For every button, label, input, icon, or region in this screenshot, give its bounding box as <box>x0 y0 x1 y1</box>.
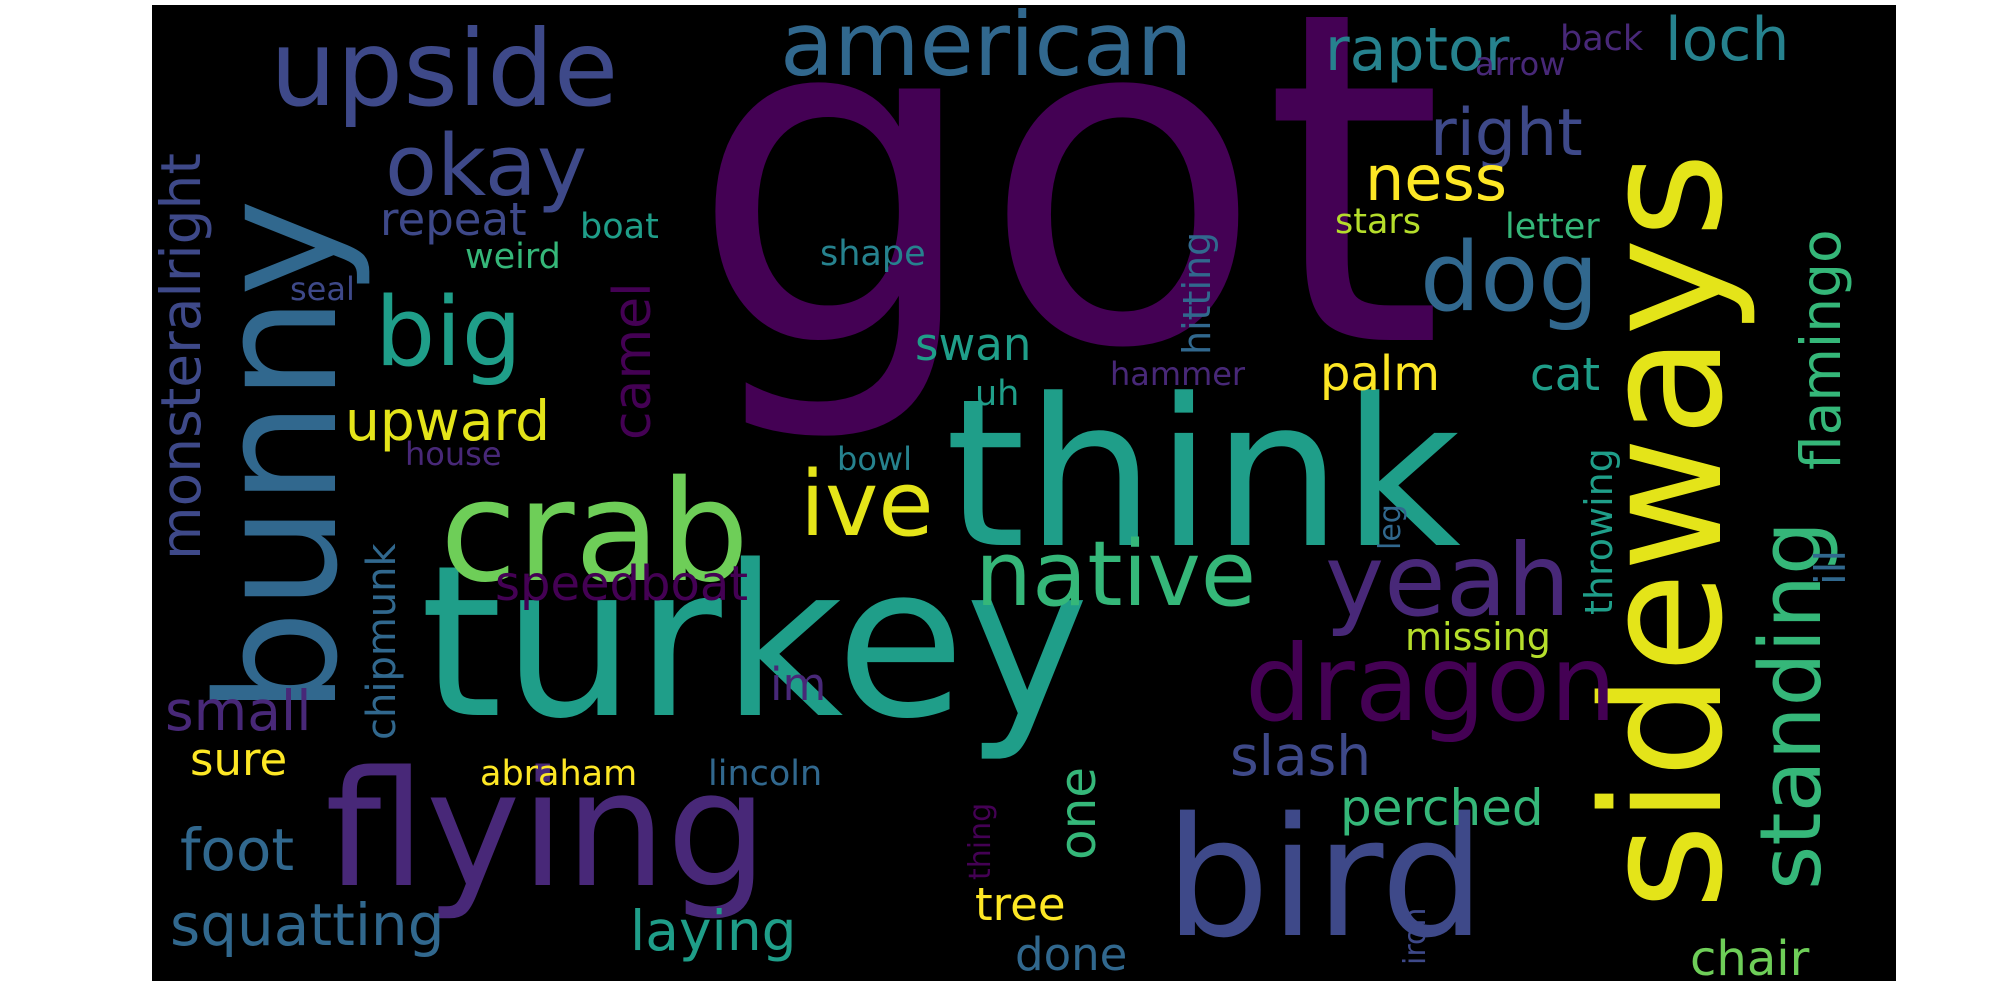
word-squatting: squatting <box>170 891 445 959</box>
word-okay: okay <box>385 117 587 216</box>
word-cat: cat <box>1530 348 1600 401</box>
word-raptor: raptor <box>1325 15 1510 85</box>
word-flamingo: flamingo <box>1789 229 1853 470</box>
word-iron: iron <box>1398 908 1433 965</box>
word-house: house <box>405 435 502 473</box>
word-chair: chair <box>1690 931 1810 987</box>
word-upward: upward <box>345 389 550 453</box>
word-chipmunk: chipmunk <box>359 542 405 740</box>
word-seal: seal <box>290 270 355 308</box>
word-sideways: sideways <box>1567 152 1759 910</box>
word-repeat: repeat <box>380 193 527 246</box>
word-think: think <box>945 356 1461 594</box>
word-monsteralright: monsteralright <box>149 153 213 560</box>
word-done: done <box>1015 928 1127 981</box>
word-thing: thing <box>963 803 998 880</box>
word-hammer: hammer <box>1110 355 1246 393</box>
word-throwing: throwing <box>1577 448 1621 615</box>
word-ill: ill <box>1806 550 1855 585</box>
word-camel: camel <box>603 282 663 440</box>
word-small: small <box>165 679 312 743</box>
word-missing: missing <box>1405 615 1551 659</box>
word-laying: laying <box>630 899 797 963</box>
word-bunny: bunny <box>182 199 374 715</box>
word-arrow: arrow <box>1475 45 1565 83</box>
word-stars: stars <box>1335 202 1421 242</box>
word-weird: weird <box>465 237 561 277</box>
word-american: american <box>780 0 1193 96</box>
word-turkey: turkey <box>420 520 1089 765</box>
word-crab: crab <box>440 451 749 614</box>
word-shape: shape <box>820 234 926 274</box>
word-foot: foot <box>180 816 294 884</box>
word-standing: standing <box>1742 521 1841 890</box>
word-lincoln: lincoln <box>708 754 822 794</box>
word-bowl: bowl <box>837 440 912 478</box>
word-palm: palm <box>1320 346 1440 402</box>
word-im: im <box>770 658 826 711</box>
word-swan: swan <box>915 318 1031 371</box>
word-tree: tree <box>975 878 1066 931</box>
word-flying: flying <box>325 736 768 923</box>
word-boat: boat <box>580 207 659 247</box>
word-dragon: dragon <box>1245 623 1617 745</box>
word-leg: leg <box>1373 504 1408 550</box>
word-dog: dog <box>1420 223 1599 333</box>
word-hitting: hitting <box>1175 232 1219 355</box>
word-back: back <box>1560 19 1644 59</box>
word-right: right <box>1430 96 1583 171</box>
word-ness: ness <box>1365 142 1507 215</box>
word-cloud-background <box>152 5 1896 981</box>
word-big: big <box>375 278 522 388</box>
word-abraham: abraham <box>480 754 637 794</box>
word-got: got <box>690 0 1444 449</box>
word-speedboat: speedboat <box>495 556 748 612</box>
word-native: native <box>975 522 1256 627</box>
word-sure: sure <box>190 733 287 786</box>
word-ive: ive <box>800 452 934 557</box>
word-slash: slash <box>1230 724 1371 788</box>
word-letter: letter <box>1505 207 1600 247</box>
word-bird: bird <box>1165 782 1485 974</box>
word-yeah: yeah <box>1325 522 1570 639</box>
word-perched: perched <box>1340 779 1544 837</box>
word-loch: loch <box>1665 5 1789 75</box>
word-uh: uh <box>975 374 1019 414</box>
word-one: one <box>1049 767 1107 860</box>
word-upside: upside <box>270 8 618 130</box>
